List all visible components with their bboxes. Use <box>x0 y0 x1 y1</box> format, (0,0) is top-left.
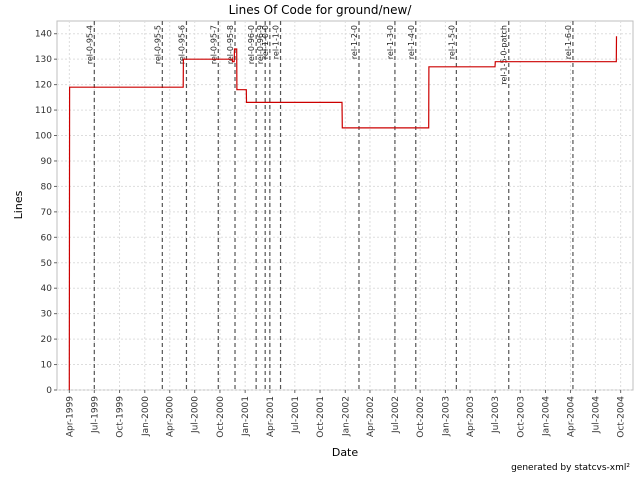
y-tick-label: 0 <box>46 386 52 396</box>
y-axis-label: Lines <box>12 190 25 219</box>
tag-label: rel-1-2-0 <box>350 25 359 59</box>
x-tick-label: Jul-2001 <box>291 396 301 434</box>
y-tick-label: 110 <box>35 106 52 116</box>
y-axis: 0 10 20 30 40 50 60 70 80 90 100 110 120 130 140 <box>35 30 57 396</box>
tag-label: rel-0-95-6 <box>177 25 186 64</box>
x-tick-label: Jan-2001 <box>241 396 251 437</box>
x-tick-label: Oct-2001 <box>316 396 326 438</box>
x-tick-label: Apr-1999 <box>65 396 75 437</box>
x-tick-label: Apr-2002 <box>366 396 376 437</box>
tag-label: rel-0-95-8 <box>226 25 235 64</box>
x-tick-label: Apr-2003 <box>466 396 476 437</box>
tag-label: rel-1-3-0 <box>386 25 395 59</box>
x-tick-label: Jan-2004 <box>542 396 552 437</box>
release-tags: rel-0-95-4 rel-0-95-5 rel-0-95-6 rel-0-95-7… <box>85 21 574 390</box>
tag-label: rel-1-6-0 <box>564 25 573 59</box>
x-tick-label: Jul-1999 <box>90 396 100 434</box>
tag-label: rel-0-96-0 <box>247 25 256 64</box>
y-tick-label: 10 <box>41 361 53 371</box>
x-tick-label: Jan-2003 <box>441 396 451 437</box>
y-tick-label: 100 <box>35 132 52 142</box>
tag-label: rel-1-4-0 <box>407 25 416 59</box>
y-tick-label: 30 <box>41 310 53 320</box>
x-tick-label: Oct-2002 <box>416 396 426 438</box>
series-lines <box>68 36 618 391</box>
x-tick-label: Oct-2004 <box>617 396 627 438</box>
x-tick-label: Oct-2003 <box>516 396 526 438</box>
y-tick-label: 50 <box>41 259 53 269</box>
chart-title: Lines Of Code for ground/new/ <box>229 3 413 17</box>
tag-label: rel-0-95-4 <box>85 25 94 64</box>
tag-label: rel-0-95-7 <box>209 25 218 64</box>
tag-label: rel-1-1-0 <box>272 25 281 59</box>
tag-label: rel-1-5-0-patch <box>500 25 509 85</box>
y-tick-label: 80 <box>41 182 53 192</box>
y-tick-label: 120 <box>35 81 52 91</box>
generator-credit: generated by statcvs-xml² <box>511 463 630 473</box>
grid-lines <box>57 21 633 391</box>
y-tick-label: 90 <box>41 157 53 167</box>
y-tick-label: 130 <box>35 55 52 65</box>
x-tick-label: Jan-2000 <box>141 396 151 437</box>
x-tick-label: Apr-2000 <box>166 396 176 437</box>
x-tick-label: Jul-2002 <box>391 396 401 434</box>
x-tick-label: Oct-1999 <box>116 396 126 438</box>
x-tick-label: Jul-2000 <box>191 396 201 434</box>
y-tick-label: 140 <box>35 30 52 40</box>
y-tick-label: 60 <box>41 233 53 243</box>
series-line <box>68 36 618 391</box>
tag-label: rel-1-0-0 <box>261 25 270 59</box>
y-tick-label: 40 <box>41 284 53 294</box>
x-axis-label: Date <box>332 446 359 459</box>
tag-label: rel-0-95-5 <box>153 25 162 64</box>
y-tick-label: 20 <box>41 335 53 345</box>
x-tick-label: Jul-2004 <box>591 396 601 434</box>
x-axis: Apr-1999 Jul-1999 Oct-1999 Jan-2000 Apr-2000… <box>65 390 627 438</box>
x-tick-label: Jul-2003 <box>491 396 501 434</box>
x-tick-label: Jan-2002 <box>341 396 351 437</box>
x-tick-label: Apr-2004 <box>566 396 576 437</box>
tag-label: rel-0-96-9 <box>256 25 265 64</box>
x-tick-label: Oct-2000 <box>216 396 226 438</box>
tag-label: rel-1-5-0 <box>447 25 456 59</box>
x-tick-label: Apr-2001 <box>266 396 276 437</box>
y-tick-label: 70 <box>41 208 53 218</box>
